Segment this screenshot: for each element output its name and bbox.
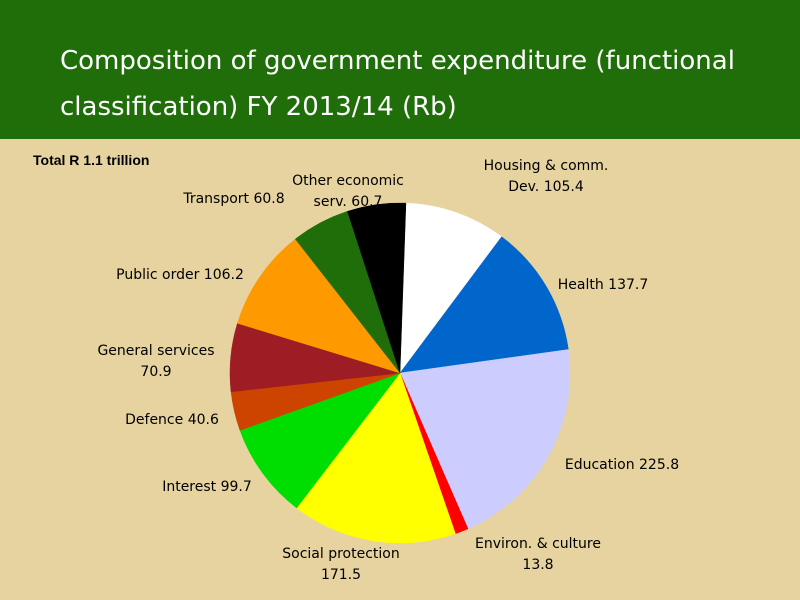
pie-slice-public-order [237, 238, 401, 374]
pie-slice-health [399, 236, 569, 374]
slice-label-other-economic-serv: Other economic serv. 60.7 [292, 173, 404, 210]
slice-label-environ-culture: Environ. & culture 13.8 [475, 536, 601, 573]
slice-label-health: Health 137.7 [558, 277, 649, 293]
pie-slice-social-protection [296, 372, 456, 544]
slice-label-education: Education 225.8 [565, 457, 679, 473]
slice-label-general-services: General services 70.9 [97, 343, 214, 380]
slice-label-social-protection: Social protection 171.5 [282, 546, 399, 583]
pie-slice-housing-comm-dev [399, 202, 502, 374]
slice-label-interest: Interest 99.7 [162, 479, 252, 495]
pie-slice-education [399, 349, 571, 530]
title-bar: Composition of government expenditure (f… [0, 0, 800, 139]
slice-label-housing-comm-dev: Housing & comm. Dev. 105.4 [484, 158, 609, 195]
slice-label-transport: Transport 60.8 [182, 191, 284, 207]
pie-slice-other-economic-serv [347, 202, 407, 374]
chart-subtitle: Total R 1.1 trillion [33, 152, 150, 168]
chart-title: Composition of government expenditure (f… [60, 46, 735, 122]
slice-label-public-order: Public order 106.2 [116, 267, 244, 283]
pie-slice-interest [239, 372, 401, 509]
slice-label-defence: Defence 40.6 [125, 412, 219, 428]
